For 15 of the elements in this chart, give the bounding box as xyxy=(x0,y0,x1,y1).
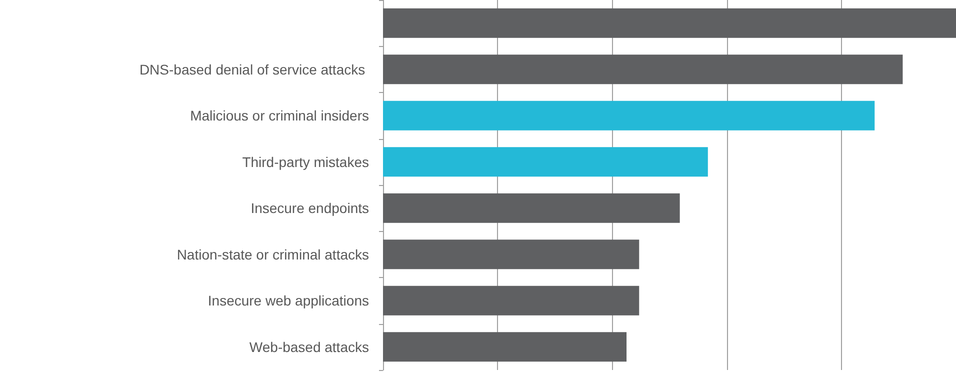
y-tick-label: DNS-based denial of service attacks xyxy=(139,61,369,78)
bar xyxy=(383,100,875,130)
y-tick-label: Web-based attacks xyxy=(249,338,369,355)
bar xyxy=(383,8,956,38)
bar xyxy=(383,240,640,270)
bar xyxy=(383,193,680,223)
bar xyxy=(383,54,903,84)
y-tick-label: Insecure endpoints xyxy=(250,200,369,216)
y-tick-label: Insecure web applications xyxy=(208,292,369,309)
bar xyxy=(383,332,627,362)
bar xyxy=(383,147,708,177)
bar xyxy=(383,286,640,316)
y-tick-label: Malicious or criminal insiders xyxy=(190,108,369,124)
y-tick-label: Third-party mistakes xyxy=(242,154,369,170)
y-tick-label: Nation-state or criminal attacks xyxy=(176,246,369,262)
